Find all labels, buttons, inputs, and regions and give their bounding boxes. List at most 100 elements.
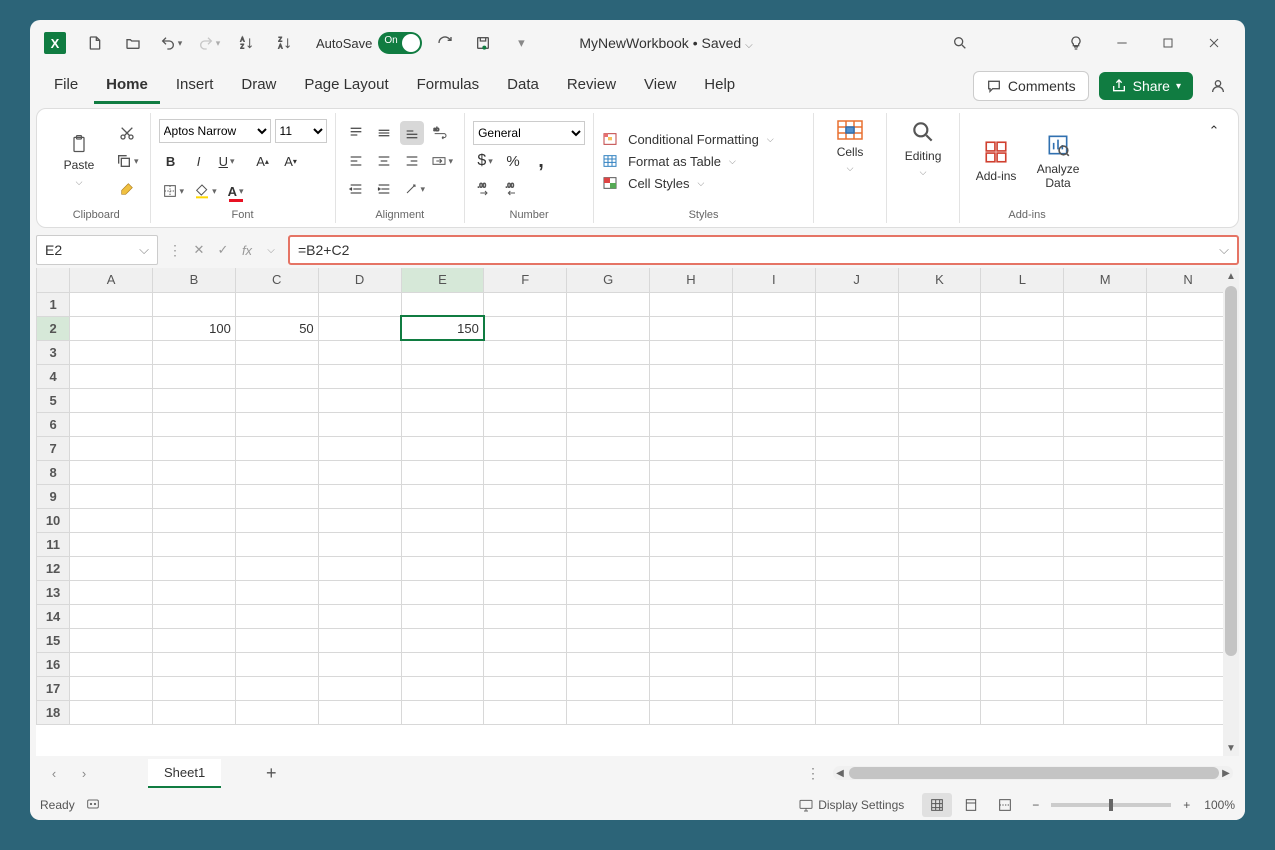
tab-review[interactable]: Review (555, 68, 628, 104)
minimize-button[interactable] (1099, 20, 1145, 66)
cell[interactable] (650, 316, 733, 340)
cell[interactable] (235, 388, 318, 412)
column-header[interactable]: N (1147, 268, 1223, 292)
cell[interactable] (1147, 412, 1223, 436)
cell[interactable] (70, 292, 153, 316)
cell[interactable] (815, 460, 898, 484)
cell[interactable] (484, 412, 567, 436)
cell[interactable] (981, 556, 1064, 580)
row-header[interactable]: 12 (37, 556, 70, 580)
number-format-select[interactable]: General (473, 121, 585, 145)
row-header[interactable]: 13 (37, 580, 70, 604)
cell[interactable] (484, 364, 567, 388)
cell[interactable] (650, 556, 733, 580)
cell[interactable] (815, 556, 898, 580)
paste-button[interactable]: Paste ⌵ (51, 115, 107, 207)
cell[interactable] (1064, 580, 1147, 604)
cell[interactable] (401, 412, 484, 436)
cell[interactable] (650, 700, 733, 724)
cell[interactable] (981, 436, 1064, 460)
cell[interactable] (235, 604, 318, 628)
italic-button[interactable]: I (187, 149, 211, 173)
cell[interactable] (70, 628, 153, 652)
cell[interactable] (815, 700, 898, 724)
cell[interactable] (235, 652, 318, 676)
cell[interactable] (401, 340, 484, 364)
column-header[interactable]: C (235, 268, 318, 292)
cell[interactable] (484, 604, 567, 628)
cell[interactable] (732, 292, 815, 316)
fill-color-icon[interactable] (191, 179, 220, 203)
cell[interactable] (1147, 484, 1223, 508)
cell[interactable] (401, 676, 484, 700)
cell[interactable] (981, 316, 1064, 340)
column-header[interactable]: L (981, 268, 1064, 292)
save-icon[interactable] (468, 28, 498, 58)
cell[interactable] (70, 460, 153, 484)
cell[interactable] (484, 556, 567, 580)
horizontal-scrollbar[interactable]: ◀ ▶ (833, 766, 1233, 780)
cell[interactable] (815, 604, 898, 628)
cell[interactable] (567, 508, 650, 532)
accessibility-icon[interactable] (85, 796, 101, 815)
cells-button[interactable]: Cells ⌵ (822, 115, 878, 178)
cell[interactable] (235, 676, 318, 700)
cell[interactable] (567, 628, 650, 652)
cell[interactable] (567, 364, 650, 388)
indent-increase-icon[interactable] (372, 177, 396, 201)
cell[interactable] (1147, 388, 1223, 412)
cell[interactable] (1147, 700, 1223, 724)
cell[interactable]: 50 (235, 316, 318, 340)
cell[interactable] (898, 652, 981, 676)
cell[interactable] (70, 412, 153, 436)
cell[interactable] (898, 340, 981, 364)
addins-button[interactable]: Add-ins (968, 115, 1024, 207)
cell[interactable] (981, 484, 1064, 508)
cell[interactable] (70, 604, 153, 628)
sheet-nav-next-icon[interactable]: › (72, 761, 96, 785)
row-header[interactable]: 1 (37, 292, 70, 316)
cell[interactable] (1147, 628, 1223, 652)
indent-decrease-icon[interactable] (344, 177, 368, 201)
cell[interactable] (981, 388, 1064, 412)
cell[interactable] (650, 436, 733, 460)
row-header[interactable]: 6 (37, 412, 70, 436)
row-header[interactable]: 15 (37, 628, 70, 652)
cell[interactable] (567, 340, 650, 364)
cell[interactable] (401, 508, 484, 532)
cell[interactable] (732, 460, 815, 484)
cell[interactable] (650, 676, 733, 700)
cell[interactable] (650, 412, 733, 436)
comments-button[interactable]: Comments (973, 71, 1089, 101)
cell[interactable] (152, 340, 235, 364)
cell[interactable] (1147, 556, 1223, 580)
cell[interactable] (732, 484, 815, 508)
cell[interactable] (1064, 628, 1147, 652)
cell[interactable] (732, 700, 815, 724)
cell[interactable] (981, 412, 1064, 436)
cell[interactable] (484, 676, 567, 700)
cell[interactable] (1147, 292, 1223, 316)
increase-decimal-icon[interactable]: .00 (473, 177, 497, 201)
cell[interactable] (318, 604, 401, 628)
orientation-icon[interactable] (400, 177, 429, 201)
cell[interactable] (898, 532, 981, 556)
cell[interactable] (70, 484, 153, 508)
cell[interactable] (1064, 652, 1147, 676)
cell[interactable] (732, 436, 815, 460)
align-right-icon[interactable] (400, 149, 424, 173)
formula-input[interactable]: =B2+C2 ⌵ (288, 235, 1239, 265)
borders-icon[interactable] (159, 179, 188, 203)
cell[interactable] (567, 652, 650, 676)
row-header[interactable]: 14 (37, 604, 70, 628)
cell[interactable] (650, 604, 733, 628)
analyze-data-button[interactable]: Analyze Data (1030, 115, 1086, 207)
tab-draw[interactable]: Draw (229, 68, 288, 104)
cell[interactable] (981, 364, 1064, 388)
document-title[interactable]: MyNewWorkbook • Saved ⌵ (579, 35, 752, 51)
cell[interactable] (235, 556, 318, 580)
row-header[interactable]: 18 (37, 700, 70, 724)
cell[interactable] (815, 388, 898, 412)
view-page-layout-icon[interactable] (956, 793, 986, 817)
cell[interactable] (484, 508, 567, 532)
